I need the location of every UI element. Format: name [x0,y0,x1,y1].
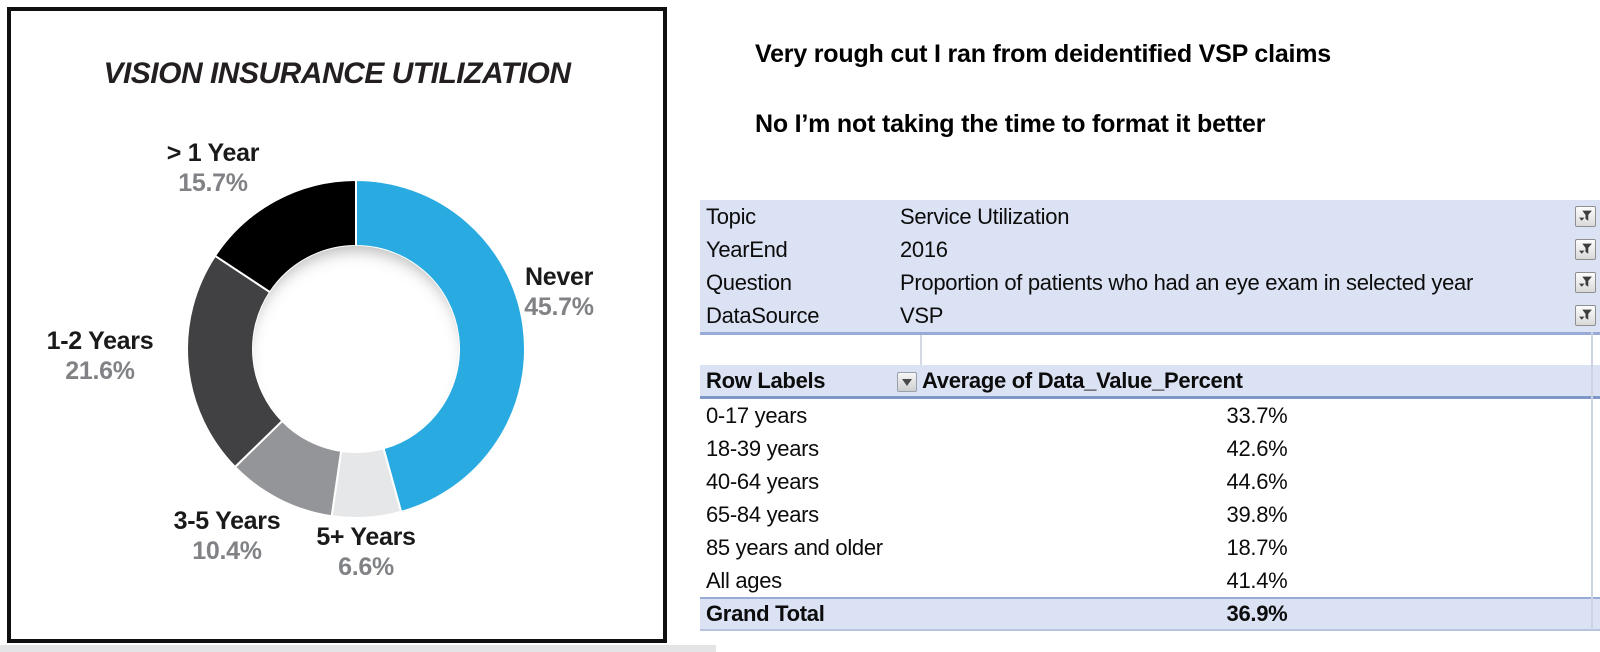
row-label-cell[interactable]: 0-17 years [706,402,807,428]
donut-segment-1-2-years [186,254,284,469]
filter-value-cell[interactable]: Service Utilization [900,203,1070,229]
bottom-edge-strip [0,645,716,652]
row-value-cell[interactable]: 39.8% [1226,501,1288,527]
pivot-header-row: Row Labels Average of Data_Value_Percent [700,365,1600,399]
donut-segment-never [355,178,526,514]
filter-funnel-icon [1579,309,1592,320]
donut-segment-1-year [213,178,357,294]
chart-title: VISION INSURANCE UTILIZATION [103,57,571,90]
segment-percent: 10.4% [192,537,262,565]
right-column-gridline [1591,332,1593,630]
filter-field-cell[interactable]: Question [706,269,792,295]
table-row: 0-17 years 33.7% [700,399,1600,432]
filter-button[interactable] [1575,239,1596,260]
annotation-line-1: Very rough cut I ran from deidentified V… [755,40,1332,68]
row-labels-dropdown-button[interactable] [897,372,917,392]
filter-funnel-icon [1579,243,1592,254]
segment-label-1-2-years: 1-2 Years 21.6% [20,326,180,386]
segment-name: 5+ Years [316,523,416,551]
grand-total-row[interactable]: Grand Total 36.9% [700,597,1600,631]
pivot-filter-block: Topic Service Utilization YearEnd 2016 Q… [700,200,1600,335]
pivot-data-rows: 0-17 years 33.7% 18-39 years 42.6% 40-64… [700,399,1600,597]
segment-name: > 1 Year [166,139,260,167]
row-value-cell[interactable]: 33.7% [1226,402,1288,428]
segment-label-3-5-years: 3-5 Years 10.4% [147,506,307,566]
vision-chart-panel [7,7,667,643]
row-labels-header: Row Labels [706,367,826,393]
table-row: 40-64 years 44.6% [700,465,1600,498]
segment-label-5-plus-years: 5+ Years 6.6% [286,522,446,582]
segment-percent: 6.6% [338,553,394,581]
pivot-blank-row [700,335,1600,365]
row-value-cell[interactable]: 44.6% [1226,468,1288,494]
segment-label-gt-1-year: > 1 Year 15.7% [123,138,303,198]
row-value-cell[interactable]: 41.4% [1226,567,1288,593]
pivot-table: Topic Service Utilization YearEnd 2016 Q… [700,200,1600,631]
annotation-line-2: No I’m not taking the time to format it … [755,110,1266,138]
table-row: 18-39 years 42.6% [700,432,1600,465]
value-column-header: Average of Data_Value_Percent [922,367,1243,393]
segment-percent: 15.7% [178,169,248,197]
row-value-cell[interactable]: 18.7% [1226,534,1288,560]
pivot-filter-row: Topic Service Utilization [700,200,1600,233]
chevron-down-icon [902,378,912,386]
pivot-filter-row: YearEnd 2016 [700,233,1600,266]
row-label-cell[interactable]: 65-84 years [706,501,819,527]
filter-button[interactable] [1575,206,1596,227]
segment-percent: 21.6% [65,357,135,385]
pivot-filter-row: DataSource VSP [700,299,1600,332]
pivot-filter-row: Question Proportion of patients who had … [700,266,1600,299]
row-label-cell[interactable]: 18-39 years [706,435,819,461]
row-label-cell[interactable]: 40-64 years [706,468,819,494]
segment-percent: 45.7% [524,293,594,321]
table-row: All ages 41.4% [700,564,1600,597]
segment-name: 1-2 Years [46,327,154,355]
segment-name: Never [525,263,593,291]
grand-total-value: 36.9% [1226,601,1288,626]
table-row: 65-84 years 39.8% [700,498,1600,531]
column-gridline [920,335,922,365]
filter-value-cell[interactable]: VSP [900,302,944,328]
row-label-cell[interactable]: 85 years and older [706,534,883,560]
filter-button[interactable] [1575,272,1596,293]
table-row: 85 years and older 18.7% [700,531,1600,564]
filter-funnel-icon [1579,210,1592,221]
filter-funnel-icon [1579,276,1592,287]
filter-button[interactable] [1575,305,1596,326]
filter-value-cell[interactable]: 2016 [900,236,948,262]
filter-field-cell[interactable]: DataSource [706,302,820,328]
segment-name: 3-5 Years [173,507,281,535]
row-label-cell[interactable]: All ages [706,567,782,593]
filter-field-cell[interactable]: YearEnd [706,236,788,262]
filter-value-cell[interactable]: Proportion of patients who had an eye ex… [900,269,1473,295]
filter-field-cell[interactable]: Topic [706,203,756,229]
grand-total-label: Grand Total [706,601,825,626]
row-value-cell[interactable]: 42.6% [1226,435,1288,461]
donut-chart [186,178,526,519]
segment-label-never: Never 45.7% [491,262,627,322]
